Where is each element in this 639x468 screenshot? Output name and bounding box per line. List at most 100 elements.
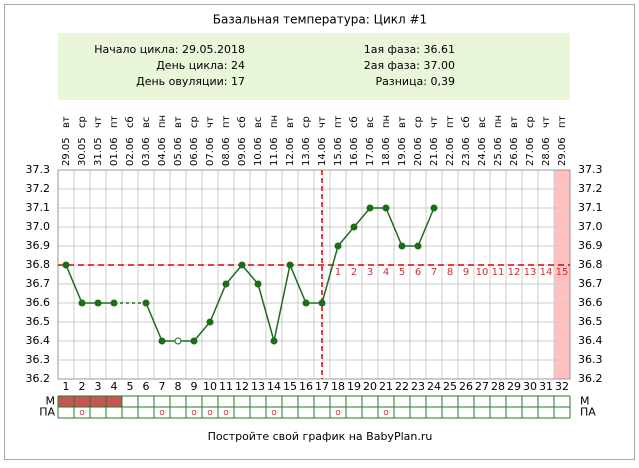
info-text: Начало цикла: 29.05.2018 (94, 43, 245, 56)
x-tick-label: 27 (475, 380, 489, 393)
info-text: 1ая фаза: 36.61 (364, 43, 455, 56)
post-ovulation-day: 11 (492, 267, 505, 278)
temperature-point (190, 337, 198, 345)
date-label: 15.06 (333, 137, 344, 166)
x-tick-label: 25 (443, 380, 457, 393)
intercourse-mark: o (79, 408, 85, 418)
x-tick-label: 30 (523, 380, 537, 393)
temperature-point (382, 204, 390, 212)
weekday-label: пт (109, 115, 120, 128)
post-ovulation-day: 5 (399, 267, 405, 278)
date-label: 16.06 (349, 137, 360, 166)
date-label: 13.06 (301, 137, 312, 166)
x-tick-label: 10 (203, 380, 217, 393)
temperature-point (110, 299, 118, 307)
post-ovulation-day: 7 (431, 267, 437, 278)
date-label: 11.06 (269, 137, 280, 166)
temperature-point (62, 261, 70, 269)
x-tick-label: 22 (395, 380, 409, 393)
plot-border (57, 169, 571, 380)
post-ovulation-day: 13 (524, 267, 537, 278)
temperature-point (158, 337, 166, 345)
post-ovulation-day: 3 (367, 267, 373, 278)
x-tick-label: 6 (143, 380, 150, 393)
weekday-label: вс (253, 117, 264, 128)
post-ovulation-day: 12 (508, 267, 521, 278)
forecast-column (554, 170, 570, 379)
temperature-point (334, 242, 342, 250)
date-label: 02.06 (125, 137, 136, 166)
x-tick-label: 16 (299, 380, 313, 393)
intercourse-mark: o (223, 408, 229, 418)
temperature-point (270, 337, 278, 345)
weekday-label: вт (397, 116, 408, 128)
temperature-point (318, 299, 326, 307)
row-label: ПА (580, 406, 596, 419)
temperature-point (94, 299, 102, 307)
temperature-point (254, 280, 262, 288)
y-tick-label: 36.4 (26, 334, 51, 347)
weekday-label: пт (333, 115, 344, 128)
temperature-point (366, 204, 374, 212)
date-label: 29.05 (61, 137, 72, 166)
menstruation-cell (106, 396, 122, 407)
date-label: 24.06 (477, 137, 488, 166)
y-tick-label: 36.8 (578, 258, 603, 271)
date-label: 29.06 (557, 137, 568, 166)
y-tick-label: 36.5 (578, 315, 603, 328)
date-label: 31.05 (93, 137, 104, 166)
x-tick-label: 1 (63, 380, 70, 393)
post-ovulation-day: 2 (351, 267, 357, 278)
menstruation-cell (90, 396, 106, 407)
date-label: 04.06 (157, 137, 168, 166)
row-label: M (580, 395, 590, 408)
date-label: 03.06 (141, 137, 152, 166)
post-ovulation-day: 10 (476, 267, 489, 278)
date-label: 05.06 (173, 137, 184, 166)
temperature-point (206, 318, 214, 326)
weekday-label: сб (125, 116, 136, 128)
intercourse-mark: o (159, 408, 165, 418)
temperature-point (238, 261, 246, 269)
x-tick-label: 28 (491, 380, 505, 393)
x-tick-label: 31 (539, 380, 553, 393)
y-tick-label: 36.6 (26, 296, 51, 309)
y-tick-label: 36.6 (578, 296, 603, 309)
date-label: 27.06 (525, 137, 536, 166)
x-tick-label: 19 (347, 380, 361, 393)
info-text: День овуляции: 17 (136, 75, 245, 88)
y-tick-label: 37.1 (26, 201, 51, 214)
weekday-label: пн (157, 115, 168, 128)
date-label: 20.06 (413, 137, 424, 166)
weekday-label: чт (541, 116, 552, 128)
weekday-label: вт (285, 116, 296, 128)
weekday-label: чт (93, 116, 104, 128)
weekday-label: сб (237, 116, 248, 128)
intercourse-mark: o (271, 408, 277, 418)
weekday-label: ср (189, 116, 200, 128)
x-tick-label: 9 (191, 380, 198, 393)
y-tick-label: 37.2 (578, 182, 603, 195)
weekday-label: вс (365, 117, 376, 128)
weekday-label: пн (381, 115, 392, 128)
row-label: ПА (39, 406, 55, 419)
post-ovulation-day: 15 (556, 267, 569, 278)
y-tick-label: 37.0 (26, 220, 51, 233)
weekday-label: вт (61, 116, 72, 128)
x-tick-label: 7 (159, 380, 166, 393)
temperature-point (174, 337, 182, 345)
y-tick-label: 36.3 (26, 353, 51, 366)
weekday-label: сб (461, 116, 472, 128)
footer: Постройте свой график на BabyPlan.ru (208, 430, 433, 443)
x-tick-label: 29 (507, 380, 521, 393)
y-tick-label: 36.9 (26, 239, 51, 252)
weekday-label: вт (509, 116, 520, 128)
intercourse-mark: o (207, 408, 213, 418)
temperature-point (222, 280, 230, 288)
post-ovulation-day: 4 (383, 267, 389, 278)
info-text: Разница: 0,39 (376, 75, 456, 88)
weekday-label: чт (317, 116, 328, 128)
post-ovulation-day: 8 (447, 267, 453, 278)
post-ovulation-day: 14 (540, 267, 553, 278)
weekday-label: вт (173, 116, 184, 128)
